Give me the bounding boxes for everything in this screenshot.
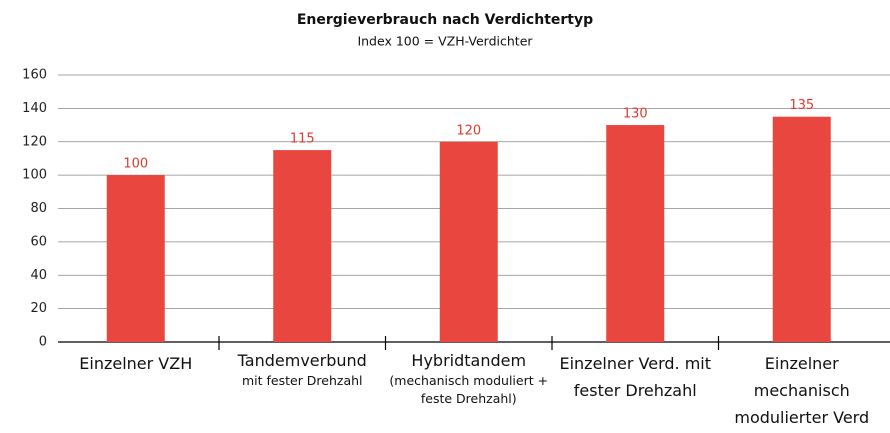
bar: [439, 141, 498, 342]
y-tick-label: 120: [22, 134, 47, 149]
bar: [606, 125, 665, 342]
y-tick-label: 60: [30, 234, 47, 249]
y-tick-label: 100: [22, 168, 47, 183]
x-tick-label: Tandemverbund mit fester Drehzahl: [220, 350, 384, 390]
x-tick-label: Einzelner VZH: [54, 350, 218, 377]
x-tick-label: Einzelner mechanisch modulierter Verd: [720, 350, 884, 431]
y-tick-label: 140: [22, 101, 47, 116]
y-tick-label: 40: [30, 268, 47, 283]
data-label: 100: [123, 157, 148, 172]
data-label: 135: [789, 98, 814, 113]
category-label: Einzelner mechanisch modulierter Verd: [734, 354, 870, 427]
data-label: 120: [456, 123, 481, 138]
x-tick-label: Hybridtandem (mechanisch moduliert + fest…: [387, 350, 551, 408]
y-tick-label: 160: [22, 68, 47, 83]
category-note: mit fester Drehzahl: [241, 373, 363, 388]
bar: [106, 175, 165, 342]
bar: [772, 116, 831, 342]
chart-subtitle: Index 100 = VZH-Verdichter: [357, 34, 533, 49]
x-tick-label: Einzelner Verd. mit fester Drehzahl: [553, 350, 717, 404]
category-label: Einzelner Verd. mit fester Drehzahl: [559, 354, 711, 400]
category-label: Tandemverbund: [237, 351, 367, 370]
y-tick-label: 80: [30, 201, 47, 216]
bar: [273, 150, 332, 342]
data-label: 115: [290, 132, 315, 147]
y-tick-label: 20: [30, 301, 47, 316]
category-label: Einzelner VZH: [79, 354, 193, 373]
chart-title: Energieverbrauch nach Verdichtertyp: [297, 12, 593, 28]
category-label: Hybridtandem: [411, 351, 527, 370]
category-note: (mechanisch moduliert + feste Drehzahl): [389, 373, 549, 406]
y-tick-label: 0: [39, 335, 47, 350]
data-label: 130: [623, 107, 648, 122]
